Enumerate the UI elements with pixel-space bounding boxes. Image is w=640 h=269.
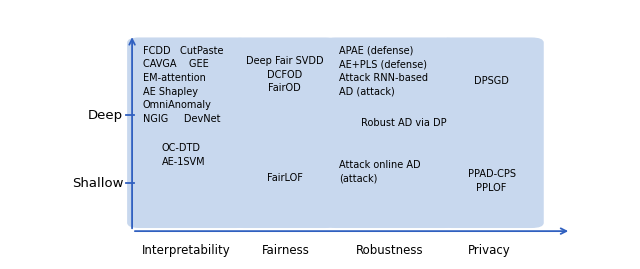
FancyBboxPatch shape (231, 37, 338, 228)
Text: Fairness: Fairness (262, 243, 310, 257)
FancyBboxPatch shape (127, 37, 248, 228)
Text: FairLOF: FairLOF (267, 173, 303, 183)
FancyBboxPatch shape (440, 37, 544, 228)
FancyBboxPatch shape (323, 37, 457, 228)
Text: Deep: Deep (88, 109, 123, 122)
Text: OC-DTD
AE-1SVM: OC-DTD AE-1SVM (162, 143, 205, 167)
Text: PPAD-CPS
PPLOF: PPAD-CPS PPLOF (468, 169, 516, 193)
Text: Shallow: Shallow (72, 177, 123, 190)
Text: DPSGD: DPSGD (474, 76, 509, 86)
Text: Robust AD via DP: Robust AD via DP (361, 118, 447, 128)
Text: Interpretability: Interpretability (142, 243, 231, 257)
Text: APAE (defense)
AE+PLS (defense)
Attack RNN-based
AD (attack): APAE (defense) AE+PLS (defense) Attack R… (339, 46, 428, 97)
Text: Privacy: Privacy (468, 243, 511, 257)
Text: Deep Fair SVDD
DCFOD
FairOD: Deep Fair SVDD DCFOD FairOD (246, 56, 324, 93)
Text: FCDD   CutPaste
CAVGA    GEE
EM-attention
AE Shapley
OmniAnomaly
NGIG     DevNet: FCDD CutPaste CAVGA GEE EM-attention AE … (143, 46, 223, 124)
Text: Attack online AD
(attack): Attack online AD (attack) (339, 160, 420, 183)
Text: Robustness: Robustness (356, 243, 424, 257)
